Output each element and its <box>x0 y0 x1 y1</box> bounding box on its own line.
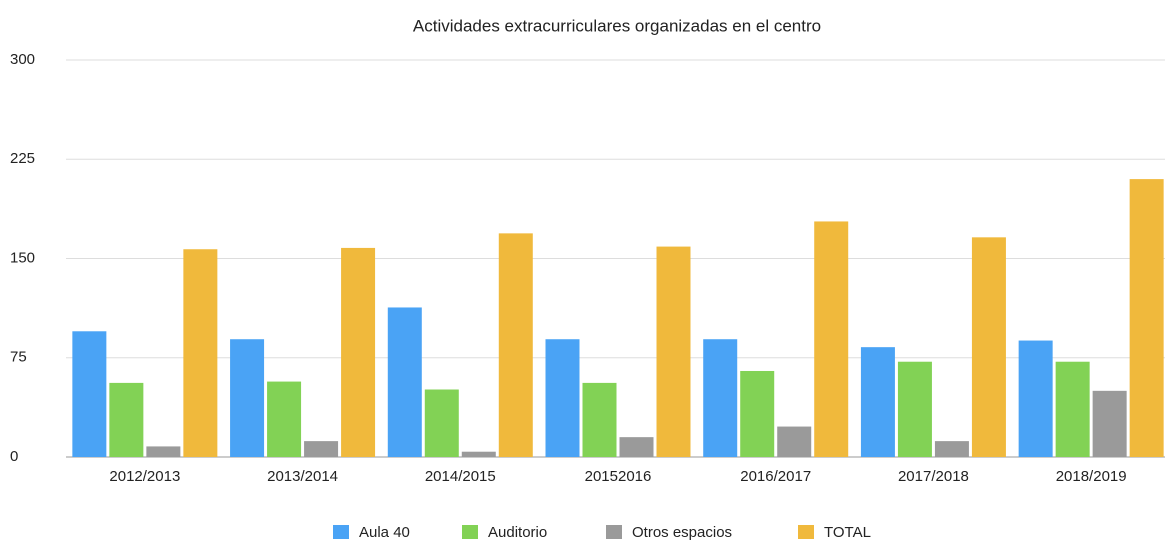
y-tick-label: 150 <box>10 249 35 266</box>
bar <box>109 382 144 457</box>
bar <box>1018 340 1053 457</box>
bar <box>1055 361 1090 457</box>
bar <box>740 370 775 457</box>
y-tick-label: 0 <box>10 448 18 465</box>
bar <box>498 233 533 457</box>
legend-label: TOTAL <box>824 524 871 541</box>
y-tick-label: 300 <box>10 51 35 68</box>
bar <box>582 382 617 457</box>
bar <box>146 446 181 457</box>
bar <box>971 237 1006 457</box>
bar <box>267 381 302 457</box>
bar <box>860 347 895 457</box>
y-tick-label: 75 <box>10 349 27 366</box>
bar <box>656 246 691 457</box>
x-tick-label: 2014/2015 <box>425 468 496 485</box>
x-tick-label: 2017/2018 <box>898 468 969 485</box>
legend-label: Aula 40 <box>359 524 410 541</box>
legend-swatch <box>606 525 622 539</box>
bar <box>461 451 496 457</box>
bar <box>619 437 654 457</box>
bar <box>304 441 339 457</box>
x-tick-label: 20152016 <box>585 468 652 485</box>
bar <box>387 307 422 457</box>
bar <box>230 339 265 457</box>
chart-title: Actividades extracurriculares organizada… <box>413 16 821 35</box>
x-tick-label: 2013/2014 <box>267 468 338 485</box>
bar <box>1129 179 1164 457</box>
legend-swatch <box>333 525 349 539</box>
bar <box>897 361 932 457</box>
bar <box>777 426 812 457</box>
bar <box>72 331 107 457</box>
y-tick-label: 225 <box>10 150 35 167</box>
legend-swatch <box>798 525 814 539</box>
x-tick-label: 2016/2017 <box>740 468 811 485</box>
legend-label: Auditorio <box>488 524 547 541</box>
bar <box>703 339 738 457</box>
bar <box>424 389 459 457</box>
bar <box>341 247 376 457</box>
bar <box>814 221 849 457</box>
x-tick-label: 2012/2013 <box>109 468 180 485</box>
bar <box>1092 390 1127 457</box>
legend-swatch <box>462 525 478 539</box>
bar <box>183 249 218 457</box>
bar <box>545 339 580 457</box>
legend-label: Otros espacios <box>632 524 732 541</box>
bar <box>934 441 969 457</box>
x-tick-label: 2018/2019 <box>1056 468 1127 485</box>
